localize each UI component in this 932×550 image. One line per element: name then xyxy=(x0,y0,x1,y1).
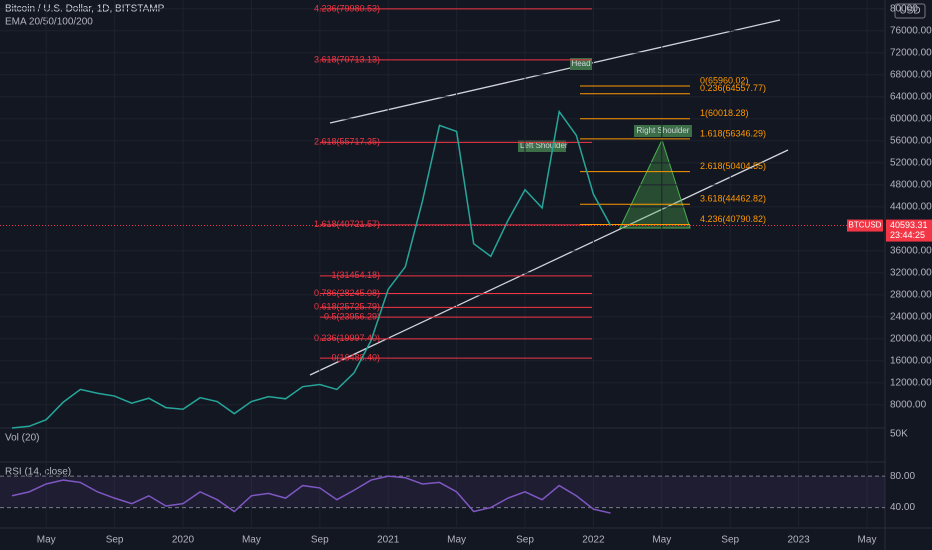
x-tick-label: May xyxy=(858,535,877,546)
pane-title: Vol (20) xyxy=(5,433,39,444)
y-tick-label: 16000.00 xyxy=(890,355,932,366)
y-tick-label: 28000.00 xyxy=(890,289,932,300)
y-tick-label: 24000.00 xyxy=(890,311,932,322)
fib-label: 3.618(70713.13) xyxy=(314,54,380,64)
x-tick-label: 2021 xyxy=(377,535,400,546)
fib-label: 1.618(40721.57) xyxy=(314,219,380,229)
rsi-band xyxy=(0,476,885,508)
indicator-label: EMA 20/50/100/200 xyxy=(5,17,93,28)
y-tick-label: 8000.00 xyxy=(890,399,927,410)
y-tick-label: 76000.00 xyxy=(890,25,932,36)
x-tick-label: Sep xyxy=(721,535,739,546)
x-tick-label: Sep xyxy=(311,535,329,546)
currency-label[interactable]: USD xyxy=(899,6,920,17)
price-line xyxy=(11,475,611,514)
price-line xyxy=(11,109,612,429)
fib-label: 1(60018.28) xyxy=(700,108,749,118)
symbol-box xyxy=(847,219,883,232)
y-tick-label: 56000.00 xyxy=(890,135,932,146)
annotation: Head xyxy=(571,59,590,68)
x-tick-label: May xyxy=(37,535,56,546)
fib-label: 2.618(55717.35) xyxy=(314,137,380,147)
fib-label: 0(16488.40) xyxy=(331,353,380,363)
fib-label: 0.618(25725.79) xyxy=(314,302,380,312)
fib-label: 0.5(23956.29) xyxy=(324,311,380,321)
fib-label: 1(31454.18) xyxy=(331,270,380,280)
currency-button[interactable] xyxy=(894,3,926,19)
annotation: Left Shoulder xyxy=(520,141,568,150)
y-tick-label: 20000.00 xyxy=(890,333,932,344)
y-tick-label: 44000.00 xyxy=(890,201,932,212)
y-tick-label: 72000.00 xyxy=(890,47,932,58)
y-tick-label: 52000.00 xyxy=(890,157,932,168)
last-price-box xyxy=(886,219,932,242)
x-tick-label: May xyxy=(652,535,671,546)
x-tick-label: Sep xyxy=(106,535,124,546)
x-tick-label: May xyxy=(447,535,466,546)
y-tick-label: 68000.00 xyxy=(890,69,932,80)
fib-label: 0.236(64557.77) xyxy=(700,83,766,93)
y-tick-label: 12000.00 xyxy=(890,377,932,388)
x-tick-label: Sep xyxy=(516,535,534,546)
x-tick-label: 2023 xyxy=(787,535,810,546)
fib-label: 4.236(79980.53) xyxy=(314,3,380,13)
annotation-box xyxy=(570,58,592,70)
x-tick-label: May xyxy=(242,535,261,546)
trend-line xyxy=(309,149,789,376)
fib-label: 2.618(50404.55) xyxy=(700,161,766,171)
y-tick-label: 60000.00 xyxy=(890,113,932,124)
trend-line xyxy=(329,19,781,124)
fib-label: 1.618(56346.29) xyxy=(700,128,766,138)
y-tick-label: 40.00 xyxy=(890,502,915,513)
y-tick-label: 80000 xyxy=(890,3,918,14)
y-tick-label: 64000.00 xyxy=(890,91,932,102)
countdown: 23:44:25 xyxy=(890,230,925,240)
fib-label: 3.618(44462.82) xyxy=(700,194,766,204)
y-tick-label: 80.00 xyxy=(890,471,915,482)
fib-label: 0.236(19997.40) xyxy=(314,333,380,343)
pane-title: RSI (14, close) xyxy=(5,467,71,478)
x-tick-label: 2020 xyxy=(172,535,195,546)
y-tick-label: 48000.00 xyxy=(890,179,932,190)
y-tick-label: 36000.00 xyxy=(890,245,932,256)
y-tick-label: 32000.00 xyxy=(890,267,932,278)
fib-label: 4.236(40790.82) xyxy=(700,214,766,224)
last-price: 40593.31 xyxy=(890,220,928,230)
annotation-box xyxy=(634,125,692,137)
x-tick-label: 2022 xyxy=(582,535,605,546)
fib-label: 0.786(28245.08) xyxy=(314,288,380,298)
fib-label: 0(65960.02) xyxy=(700,75,749,85)
annotation: Right Shoulder xyxy=(637,126,690,135)
y-tick-label: 50K xyxy=(890,428,908,439)
symbol-label: BTCUSD xyxy=(849,221,882,230)
right-shoulder-shape xyxy=(619,138,691,229)
